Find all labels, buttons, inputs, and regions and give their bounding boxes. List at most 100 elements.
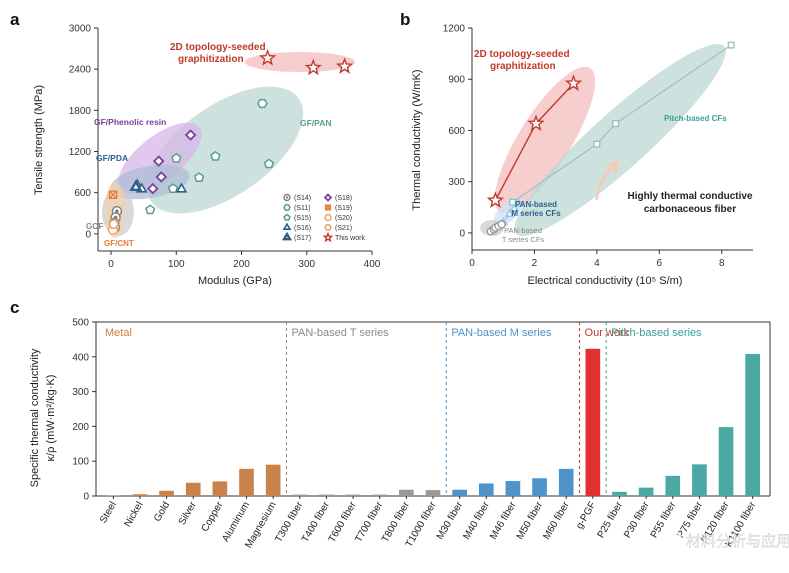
b-y-tick-label: 0 — [459, 228, 465, 239]
c-bar — [239, 468, 254, 496]
a-legend-marker — [322, 231, 334, 243]
topology-region-a — [245, 52, 355, 72]
a-legend-marker — [283, 204, 291, 211]
a-point — [152, 155, 165, 167]
a-y-tick-label: 0 — [85, 229, 91, 240]
a-legend-label: (S14) — [294, 195, 311, 202]
a-point — [155, 171, 168, 183]
chart-c: 0 100 200 300 400 500 Metal PAN-based T series… — [29, 318, 771, 550]
gf-pda-label: GF/PDA — [96, 153, 128, 163]
c-bar — [745, 354, 761, 496]
c-bar — [558, 468, 574, 496]
c-x-tick-label: P25 fiber — [596, 499, 626, 540]
a-legend-marker-x2 — [325, 204, 331, 211]
c-bar — [319, 494, 334, 496]
a-y-tick-label: 600 — [74, 188, 91, 199]
c-y-tick-label: 0 — [83, 492, 89, 503]
c-bar — [372, 494, 388, 496]
a-point — [304, 58, 322, 76]
c-bar — [692, 464, 707, 496]
c-bar — [159, 490, 174, 496]
a-point — [257, 98, 268, 109]
b-topology-label-2: graphitization — [490, 61, 556, 72]
c-group-label: PAN-based M series — [451, 327, 552, 339]
pan-t-label-2: T series CFs — [502, 235, 545, 244]
gf-cnt-label: GF/CNT — [104, 239, 134, 248]
b-x-tick-label: 6 — [657, 258, 663, 269]
c-group-label: PAN-based T series — [291, 327, 389, 339]
panel-c-letter: c — [10, 298, 19, 317]
c-bar — [505, 481, 521, 496]
c-bar — [105, 495, 121, 496]
b-series-line — [512, 44, 732, 203]
b-point — [564, 74, 583, 91]
a-legend-label: (S19) — [335, 205, 352, 212]
b-point — [486, 191, 505, 208]
a-point-x2 — [109, 191, 117, 199]
b-y-tick-label: 900 — [448, 75, 465, 86]
c-y-tick-label: 300 — [72, 387, 89, 398]
a-legend-label: (S17) — [294, 235, 311, 242]
gf-phenolic-label: GF/Phenolic resin — [94, 117, 166, 127]
c-x-tick-label: Nickel — [122, 500, 145, 529]
c-bar — [638, 487, 654, 496]
b-point — [727, 41, 735, 49]
a-point — [108, 219, 120, 229]
a-x-tick-label: 300 — [298, 259, 315, 270]
a-x-tick-label: 200 — [233, 259, 250, 270]
c-bar — [185, 482, 201, 496]
c-y-label-2: κ/ρ (mW·m²/kg·K) — [45, 375, 57, 462]
c-bar — [585, 348, 601, 496]
a-x-tick-label: 400 — [364, 259, 381, 270]
a-legend-marker — [324, 224, 332, 231]
gof-label: GOF — [86, 222, 103, 231]
b-point — [593, 140, 601, 148]
c-bar — [718, 427, 734, 496]
a-point — [147, 182, 159, 195]
pan-m-label-1: PAN-based — [515, 200, 557, 209]
c-y-tick-label: 100 — [72, 457, 89, 468]
c-bar — [265, 464, 281, 496]
a-legend-marker — [323, 193, 333, 202]
a-legend-marker — [283, 213, 291, 221]
a-point — [184, 129, 197, 141]
a-legend-marker — [281, 231, 293, 241]
a-topology-label-2: graphitization — [178, 54, 244, 65]
a-x-tick-label: 0 — [108, 259, 114, 270]
a-legend-label: (S18) — [335, 195, 352, 202]
c-y-tick-label: 400 — [72, 352, 89, 363]
b-y-label: Thermal conductivity (W/mK) — [411, 69, 423, 210]
c-x-tick-label: g-PGF — [574, 500, 598, 531]
c-bar — [665, 475, 681, 496]
chart-a: 0 100 200 300 400 0 600 1200 1800 2400 3000 2D top… — [33, 24, 381, 288]
highlight-arrow-icon — [595, 160, 620, 200]
b-point — [513, 198, 524, 207]
b-point — [509, 198, 517, 206]
a-y-label: Tensile strength (MPa) — [33, 85, 45, 195]
b-point — [612, 120, 620, 128]
c-bar — [292, 494, 308, 496]
a-point — [129, 179, 143, 192]
c-x-tick-label: Steel — [98, 500, 119, 525]
a-legend-marker-dot — [285, 196, 289, 199]
b-x-tick-label: 8 — [719, 258, 725, 269]
c-bar — [452, 489, 467, 496]
c-x-tick-label: Silver — [177, 499, 199, 527]
c-bar — [399, 489, 414, 496]
a-legend-label: (S20) — [335, 215, 352, 222]
c-x-tick-label: Gold — [152, 500, 172, 524]
c-bar — [212, 481, 228, 496]
c-x-tick-label: P55 fiber — [649, 499, 679, 540]
c-bar — [345, 494, 361, 496]
gf-pan-label: GF/PAN — [300, 118, 331, 128]
b-x-tick-label: 4 — [594, 258, 600, 269]
watermark-logo-icon — [662, 530, 682, 550]
c-y-label-1: Specific thermal conductivity — [29, 348, 41, 487]
a-x-label: Modulus (GPa) — [198, 275, 272, 287]
b-point — [509, 203, 519, 212]
a-legend-label: (S16) — [294, 225, 311, 232]
a-y-tick-label: 1800 — [69, 106, 92, 117]
a-point — [193, 172, 205, 182]
c-group-label: Our work — [585, 327, 630, 339]
